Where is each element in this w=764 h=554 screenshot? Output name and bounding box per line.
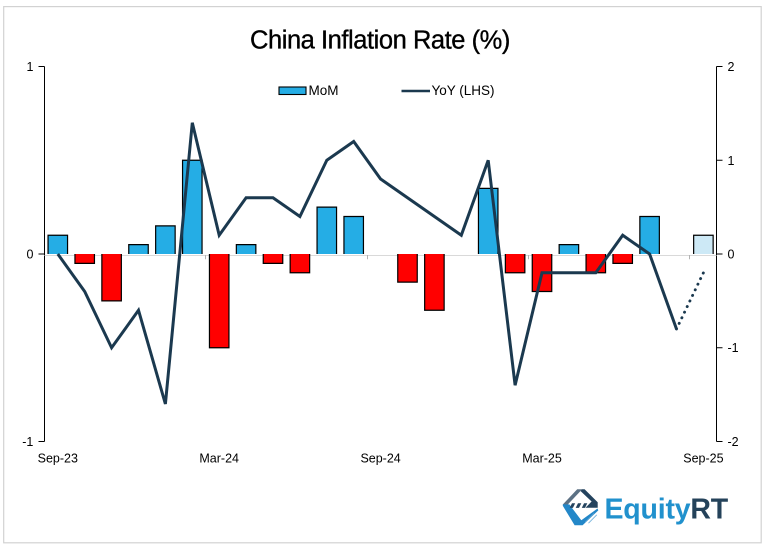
svg-text:2: 2	[728, 60, 735, 74]
svg-text:0: 0	[26, 248, 33, 262]
svg-text:0: 0	[728, 248, 735, 262]
svg-text:-2: -2	[728, 435, 739, 449]
svg-text:-1: -1	[22, 435, 33, 449]
svg-text:EquityRT: EquityRT	[605, 494, 729, 526]
svg-text:Mar-25: Mar-25	[522, 451, 562, 465]
svg-text:Mar-24: Mar-24	[199, 451, 239, 465]
svg-text:1: 1	[728, 154, 735, 168]
svg-text:Sep-25: Sep-25	[683, 451, 723, 465]
svg-text:1: 1	[26, 60, 33, 74]
svg-text:MoM: MoM	[309, 83, 339, 98]
svg-text:Sep-24: Sep-24	[360, 451, 400, 465]
svg-text:-1: -1	[728, 341, 739, 355]
svg-text:China Inflation Rate (%): China Inflation Rate (%)	[250, 27, 510, 55]
svg-text:Sep-23: Sep-23	[38, 451, 78, 465]
svg-text:YoY (LHS): YoY (LHS)	[432, 83, 495, 98]
